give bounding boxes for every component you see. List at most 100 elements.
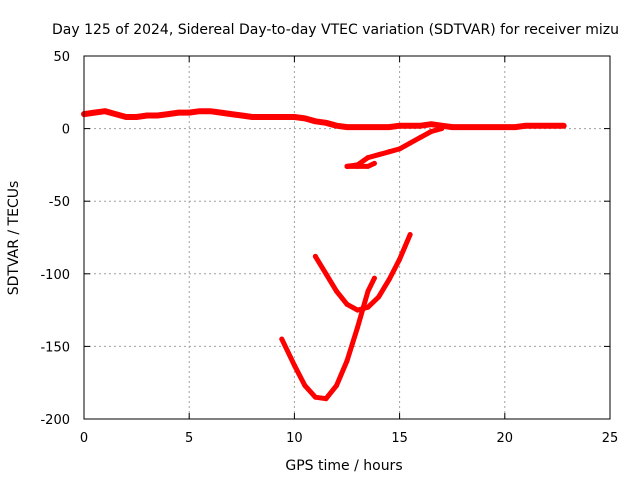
data-point bbox=[376, 152, 382, 158]
data-point bbox=[334, 123, 339, 129]
data-point bbox=[355, 325, 360, 330]
series-line-descending-branch bbox=[344, 126, 445, 169]
data-point bbox=[323, 271, 329, 277]
data-point bbox=[144, 113, 150, 118]
data-point bbox=[512, 124, 518, 130]
data-point bbox=[449, 124, 455, 130]
x-tick-label: 10 bbox=[286, 431, 303, 446]
y-tick-label: -50 bbox=[49, 195, 70, 210]
data-point bbox=[344, 163, 350, 169]
data-point bbox=[365, 304, 371, 310]
data-point bbox=[533, 123, 539, 129]
data-point bbox=[323, 120, 329, 126]
data-point bbox=[344, 301, 350, 307]
data-point bbox=[291, 362, 297, 368]
data-point bbox=[270, 114, 276, 120]
data-point bbox=[460, 124, 466, 130]
axis-ticks: 0 5 10 15 20 25 50 0 -50 -100 -150 -200 bbox=[40, 50, 618, 446]
series-line-short-segment bbox=[344, 160, 377, 169]
data-point bbox=[155, 113, 161, 118]
data-point bbox=[371, 275, 377, 281]
data-point bbox=[470, 124, 476, 130]
x-tick-label: 20 bbox=[497, 431, 514, 446]
data-point bbox=[397, 146, 403, 152]
data-series bbox=[81, 108, 567, 402]
data-point bbox=[186, 110, 192, 116]
y-tick-label: 0 bbox=[62, 123, 70, 138]
data-point bbox=[428, 121, 434, 127]
data-point bbox=[249, 114, 255, 120]
data-point bbox=[386, 124, 392, 130]
x-tick-label: 5 bbox=[185, 431, 193, 446]
data-point bbox=[371, 160, 377, 166]
x-tick-label: 15 bbox=[391, 431, 408, 446]
data-point bbox=[279, 336, 285, 342]
data-point bbox=[407, 232, 413, 238]
data-point bbox=[407, 140, 413, 146]
data-point bbox=[365, 155, 371, 161]
data-point bbox=[355, 124, 360, 130]
data-point bbox=[544, 123, 550, 129]
y-axis-label: SDTVAR / TECUs bbox=[6, 181, 22, 296]
data-point bbox=[312, 118, 318, 124]
data-point bbox=[312, 253, 318, 259]
x-axis-label: GPS time / hours bbox=[285, 458, 402, 474]
data-point bbox=[165, 111, 171, 117]
chart-title: Day 125 of 2024, Sidereal Day-to-day VTE… bbox=[52, 22, 619, 38]
data-point bbox=[365, 288, 371, 294]
data-point bbox=[113, 111, 119, 117]
data-point bbox=[397, 123, 403, 129]
data-point bbox=[397, 256, 403, 262]
data-point bbox=[561, 123, 567, 129]
data-point bbox=[554, 123, 560, 129]
data-point bbox=[197, 108, 203, 114]
data-point bbox=[302, 383, 308, 389]
data-point bbox=[134, 114, 140, 120]
data-point bbox=[418, 123, 424, 129]
data-point bbox=[376, 124, 382, 130]
data-point bbox=[355, 163, 360, 169]
data-point bbox=[334, 383, 339, 389]
data-point bbox=[92, 110, 97, 116]
data-point bbox=[428, 129, 434, 134]
data-point bbox=[207, 108, 213, 114]
data-point bbox=[176, 110, 182, 116]
data-point bbox=[344, 358, 350, 364]
x-tick-label: 0 bbox=[80, 431, 88, 446]
data-point bbox=[407, 123, 413, 129]
data-point bbox=[102, 108, 108, 114]
data-point bbox=[218, 110, 224, 116]
data-point bbox=[323, 396, 329, 402]
data-point bbox=[439, 126, 445, 132]
data-point bbox=[365, 124, 371, 130]
data-point bbox=[365, 163, 371, 169]
data-point bbox=[418, 134, 424, 140]
data-point bbox=[334, 288, 339, 294]
data-point bbox=[355, 307, 360, 313]
data-point bbox=[491, 124, 497, 130]
data-point bbox=[302, 115, 308, 121]
data-point bbox=[386, 277, 392, 283]
data-point bbox=[523, 123, 529, 129]
plot-frame bbox=[83, 55, 611, 420]
y-tick-label: -150 bbox=[40, 340, 70, 355]
data-point bbox=[123, 114, 129, 120]
data-point bbox=[239, 113, 245, 118]
data-point bbox=[312, 394, 318, 400]
data-point bbox=[228, 111, 234, 117]
data-point bbox=[291, 114, 297, 120]
series-line-lower-arc bbox=[279, 275, 377, 402]
data-point bbox=[281, 114, 287, 120]
data-point bbox=[502, 124, 508, 130]
data-point bbox=[386, 149, 392, 155]
y-tick-label: -200 bbox=[40, 413, 70, 428]
y-tick-label: -100 bbox=[40, 268, 70, 283]
x-tick-label: 25 bbox=[602, 431, 619, 446]
data-point bbox=[376, 294, 382, 300]
y-tick-label: 50 bbox=[53, 50, 70, 65]
data-point bbox=[260, 114, 266, 120]
data-point bbox=[344, 124, 350, 130]
data-point bbox=[481, 124, 487, 130]
